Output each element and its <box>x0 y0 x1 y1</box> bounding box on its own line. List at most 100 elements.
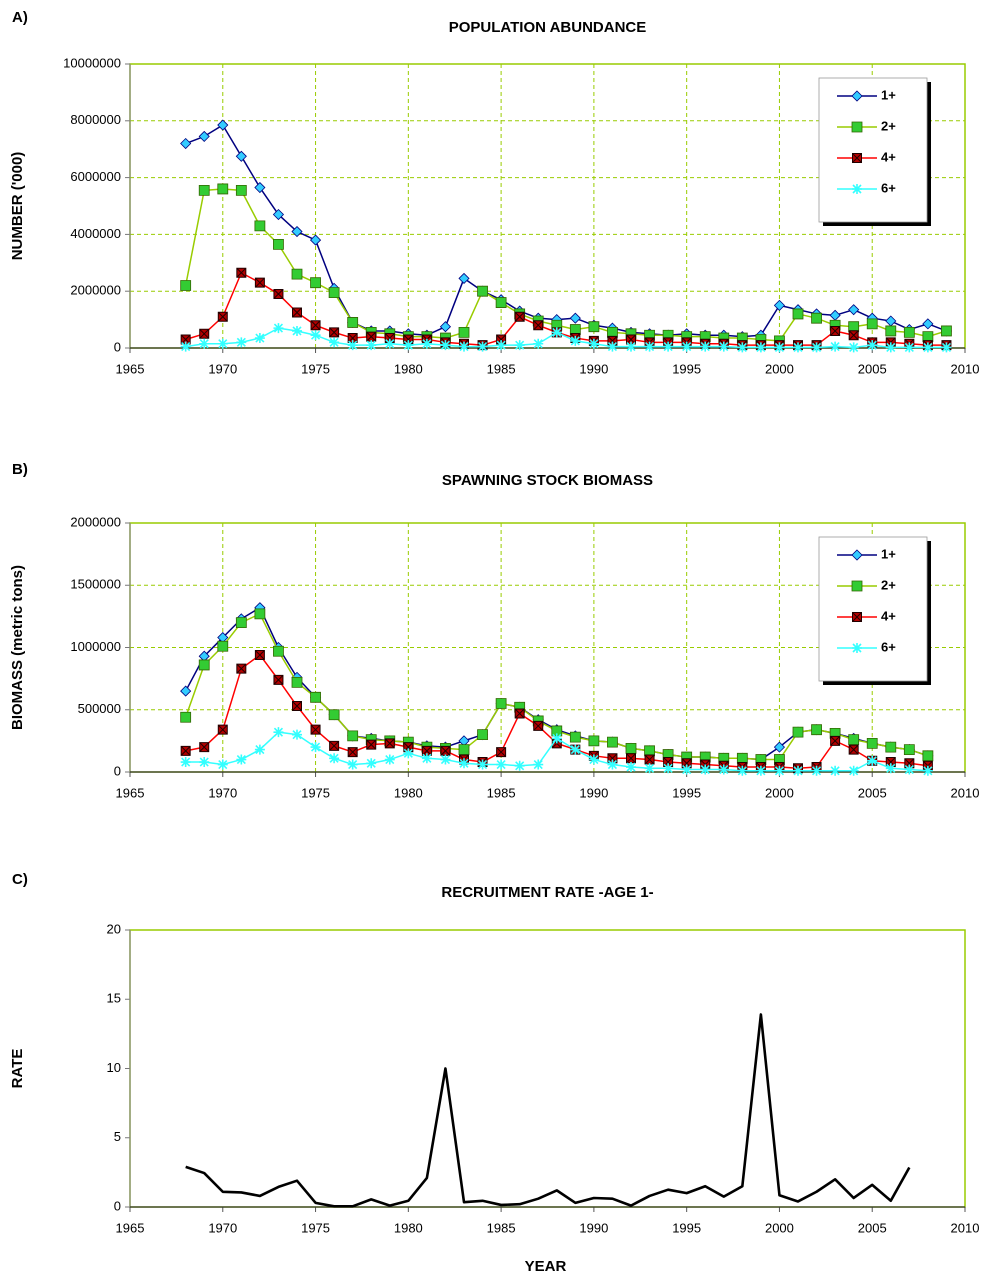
data-marker <box>922 765 933 776</box>
data-marker <box>347 747 358 758</box>
x-tick-label: 1995 <box>672 1220 701 1235</box>
data-marker <box>309 234 322 246</box>
data-marker <box>328 709 340 721</box>
y-tick-label: 1500000 <box>70 577 121 592</box>
data-marker <box>793 342 803 353</box>
legend-box <box>818 77 928 223</box>
x-tick-label: 1970 <box>208 361 237 376</box>
chart-title: RECRUITMENT RATE -AGE 1- <box>441 884 653 901</box>
data-marker <box>533 759 544 770</box>
data-marker <box>885 741 897 753</box>
data-marker <box>236 754 247 765</box>
data-marker <box>811 724 822 736</box>
data-marker <box>830 735 841 746</box>
data-marker <box>366 340 377 351</box>
data-marker <box>588 321 600 333</box>
panel-label: B) <box>12 461 28 478</box>
data-marker <box>569 312 581 324</box>
data-marker <box>180 711 192 723</box>
data-marker <box>848 744 859 755</box>
legend-box <box>818 536 928 682</box>
x-tick-label: 2010 <box>951 785 980 800</box>
data-marker <box>922 342 933 353</box>
y-tick-label: 0 <box>114 763 121 778</box>
data-marker <box>755 765 766 776</box>
data-marker <box>199 338 210 349</box>
legend-label: 4+ <box>881 608 896 623</box>
data-marker <box>793 765 803 776</box>
legend-marker <box>851 580 863 592</box>
data-marker <box>588 754 599 765</box>
x-tick-label: 1990 <box>579 785 608 800</box>
x-tick-label: 2010 <box>951 361 980 376</box>
data-marker <box>885 763 896 774</box>
data-marker <box>773 741 786 753</box>
x-tick-label: 2005 <box>858 361 887 376</box>
data-marker <box>718 764 729 775</box>
data-marker <box>496 759 507 770</box>
x-tick-label: 1980 <box>394 1220 423 1235</box>
legend-marker <box>852 184 862 194</box>
x-tick-label: 1965 <box>116 1220 145 1235</box>
data-marker <box>198 130 210 142</box>
data-marker <box>848 304 860 316</box>
y-axis-label: RATE <box>9 1049 26 1089</box>
data-marker <box>291 225 303 238</box>
data-marker <box>403 748 414 759</box>
data-marker <box>217 119 229 131</box>
data-marker <box>737 765 748 776</box>
plot-frame <box>129 929 966 1208</box>
data-marker <box>570 744 581 755</box>
x-tick-label: 2000 <box>765 1220 794 1235</box>
data-marker <box>644 341 655 352</box>
data-marker <box>180 745 191 756</box>
x-tick-label: 1965 <box>116 785 145 800</box>
data-marker <box>830 341 841 352</box>
data-marker <box>663 763 674 774</box>
data-marker <box>774 342 785 353</box>
legend-marker <box>852 153 862 163</box>
data-marker <box>403 334 414 345</box>
data-marker <box>329 740 340 751</box>
data-marker <box>514 708 525 719</box>
panel-label: C) <box>12 871 28 888</box>
data-marker <box>718 341 729 352</box>
legend-label: 6+ <box>881 639 896 654</box>
data-marker <box>272 208 285 221</box>
data-marker <box>403 340 414 351</box>
legend-label: 4+ <box>881 149 896 164</box>
data-marker <box>292 325 302 336</box>
y-tick-label: 10000000 <box>63 55 121 70</box>
panel-label: A) <box>12 9 28 26</box>
data-marker <box>384 754 395 765</box>
data-marker <box>644 754 655 765</box>
x-tick-label: 1995 <box>672 361 701 376</box>
data-marker <box>736 752 748 764</box>
data-marker <box>254 181 266 194</box>
legend-marker <box>851 90 863 102</box>
legend-label: 6+ <box>881 180 896 195</box>
data-marker <box>551 733 562 744</box>
data-marker <box>811 765 822 776</box>
data-marker <box>867 340 878 351</box>
data-marker <box>421 338 432 349</box>
data-marker <box>217 338 228 349</box>
x-tick-label: 1970 <box>208 785 237 800</box>
data-marker <box>310 277 321 289</box>
data-marker <box>755 342 766 353</box>
data-marker <box>477 341 488 352</box>
x-tick-label: 2000 <box>765 785 794 800</box>
data-marker <box>626 753 636 764</box>
data-marker <box>421 753 432 764</box>
data-marker <box>607 341 618 352</box>
data-marker <box>848 342 859 353</box>
data-marker <box>792 308 804 320</box>
x-tick-label: 2005 <box>858 1220 887 1235</box>
data-marker <box>811 312 822 324</box>
data-marker <box>458 272 470 284</box>
legend-label: 1+ <box>881 546 896 561</box>
data-marker <box>569 324 581 335</box>
data-marker <box>607 736 618 748</box>
y-axis-label: NUMBER ('000) <box>9 152 26 261</box>
data-marker <box>663 341 674 352</box>
